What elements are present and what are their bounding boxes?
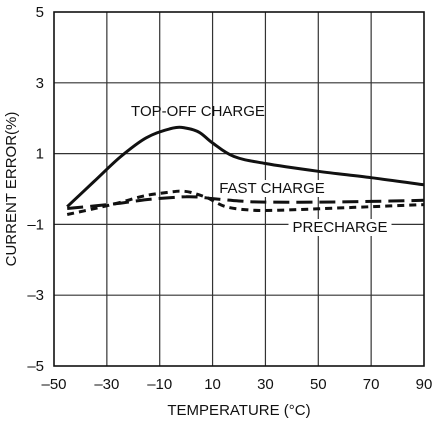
y-tick-label: 1 bbox=[36, 146, 44, 163]
series-label-fast-charge: FAST CHARGE bbox=[215, 180, 329, 197]
x-tick-label: 50 bbox=[310, 376, 327, 393]
series-label-text: PRECHARGE bbox=[292, 219, 387, 236]
x-tick-label: 90 bbox=[416, 376, 433, 393]
x-tick-label: –10 bbox=[147, 376, 172, 393]
series-label-top-off-charge: TOP-OFF CHARGE bbox=[131, 103, 265, 120]
series-labels: TOP-OFF CHARGE FAST CHARGE PRECHARGE bbox=[131, 103, 392, 236]
y-tick-label: 5 bbox=[36, 4, 44, 21]
series-layer bbox=[66, 125, 425, 216]
series-line-top-off-charge bbox=[66, 125, 425, 208]
tick-labels: –50 –30 –10 10 30 50 70 90 –5 –3 –1 1 3 5 bbox=[27, 4, 432, 393]
x-axis-title: TEMPERATURE (°C) bbox=[167, 402, 310, 419]
x-tick-label: –50 bbox=[41, 376, 66, 393]
y-axis-title: CURRENT ERROR(%) bbox=[3, 112, 20, 267]
x-tick-label: 70 bbox=[363, 376, 380, 393]
series-label-text: FAST CHARGE bbox=[219, 180, 325, 197]
y-tick-label: –1 bbox=[27, 216, 44, 233]
series-label-background bbox=[215, 180, 329, 197]
series-label-background bbox=[288, 219, 392, 236]
plot-frame bbox=[53, 11, 425, 367]
x-tick-label: 30 bbox=[257, 376, 274, 393]
series-label-text: TOP-OFF CHARGE bbox=[131, 103, 265, 120]
series-line-precharge bbox=[66, 189, 425, 216]
x-tick-label: 10 bbox=[204, 376, 221, 393]
y-tick-label: –5 bbox=[27, 358, 44, 375]
y-tick-label: –3 bbox=[27, 287, 44, 304]
series-label-precharge: PRECHARGE bbox=[288, 219, 392, 236]
x-tick-label: –30 bbox=[94, 376, 119, 393]
y-tick-label: 3 bbox=[36, 75, 44, 92]
